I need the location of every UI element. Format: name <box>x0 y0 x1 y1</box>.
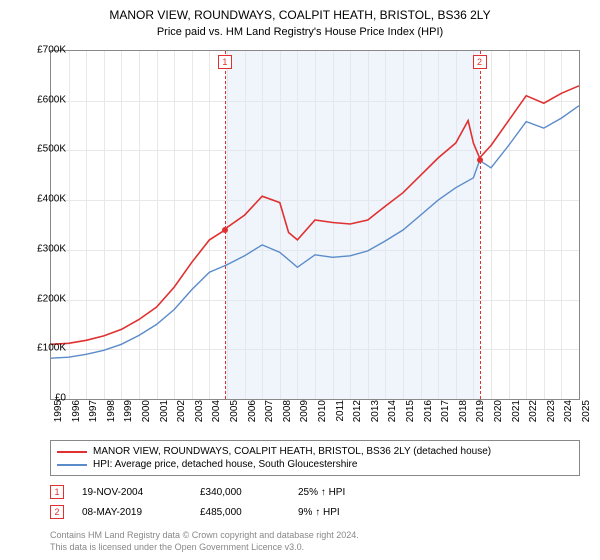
x-tick-label: 2014 <box>387 400 398 430</box>
event-point <box>477 157 483 163</box>
event-point <box>222 227 228 233</box>
x-tick-label: 2023 <box>546 400 557 430</box>
y-tick-label: £200K <box>37 293 66 304</box>
event-row: 2 08-MAY-2019 £485,000 9% ↑ HPI <box>50 502 580 522</box>
x-tick-label: 1996 <box>71 400 82 430</box>
event-pct: 9% ↑ HPI <box>298 507 378 518</box>
x-tick-label: 2005 <box>229 400 240 430</box>
x-tick-label: 2017 <box>440 400 451 430</box>
x-tick-label: 2015 <box>405 400 416 430</box>
x-tick-label: 2001 <box>159 400 170 430</box>
event-row: 1 19-NOV-2004 £340,000 25% ↑ HPI <box>50 482 580 502</box>
y-tick-label: £600K <box>37 94 66 105</box>
x-tick-label: 1995 <box>53 400 64 430</box>
y-tick-label: £400K <box>37 194 66 205</box>
event-price: £485,000 <box>200 507 280 518</box>
footer-line-1: Contains HM Land Registry data © Crown c… <box>50 530 359 542</box>
chart-container: MANOR VIEW, ROUNDWAYS, COALPIT HEATH, BR… <box>0 0 600 560</box>
chart-subtitle: Price paid vs. HM Land Registry's House … <box>0 24 600 38</box>
x-tick-label: 2024 <box>563 400 574 430</box>
x-tick-label: 2016 <box>423 400 434 430</box>
x-tick-label: 2000 <box>141 400 152 430</box>
y-tick-label: £100K <box>37 343 66 354</box>
event-pct: 25% ↑ HPI <box>298 487 378 498</box>
y-tick-label: £300K <box>37 243 66 254</box>
footer-attribution: Contains HM Land Registry data © Crown c… <box>50 530 359 553</box>
events-table: 1 19-NOV-2004 £340,000 25% ↑ HPI 2 08-MAY-201… <box>50 482 580 522</box>
x-tick-label: 1999 <box>123 400 134 430</box>
event-price: £340,000 <box>200 487 280 498</box>
x-tick-label: 2022 <box>528 400 539 430</box>
x-tick-label: 2011 <box>335 400 346 430</box>
legend-label: MANOR VIEW, ROUNDWAYS, COALPIT HEATH, BR… <box>93 446 491 457</box>
event-date: 08-MAY-2019 <box>82 507 182 518</box>
line-svg <box>51 51 579 399</box>
x-tick-label: 2012 <box>352 400 363 430</box>
x-tick-label: 2007 <box>264 400 275 430</box>
event-row-marker: 1 <box>50 485 64 499</box>
x-tick-label: 2010 <box>317 400 328 430</box>
y-tick-label: £700K <box>37 45 66 56</box>
x-tick-label: 2025 <box>581 400 592 430</box>
x-tick-label: 1998 <box>106 400 117 430</box>
x-tick-label: 2020 <box>493 400 504 430</box>
event-date: 19-NOV-2004 <box>82 487 182 498</box>
y-tick-label: £500K <box>37 144 66 155</box>
x-tick-label: 2019 <box>475 400 486 430</box>
x-tick-label: 2013 <box>370 400 381 430</box>
legend-swatch <box>57 464 87 466</box>
plot-area: 12 <box>50 50 580 400</box>
legend-item: MANOR VIEW, ROUNDWAYS, COALPIT HEATH, BR… <box>57 445 573 458</box>
x-tick-label: 2009 <box>299 400 310 430</box>
x-tick-label: 2006 <box>247 400 258 430</box>
event-row-marker: 2 <box>50 505 64 519</box>
x-tick-label: 2003 <box>194 400 205 430</box>
legend-item: HPI: Average price, detached house, Sout… <box>57 458 573 471</box>
legend-label: HPI: Average price, detached house, Sout… <box>93 459 357 470</box>
series-hpi <box>51 106 579 359</box>
x-tick-label: 2021 <box>511 400 522 430</box>
x-tick-label: 2002 <box>176 400 187 430</box>
series-price_paid <box>51 86 579 345</box>
chart-title: MANOR VIEW, ROUNDWAYS, COALPIT HEATH, BR… <box>0 0 600 24</box>
legend-swatch <box>57 451 87 453</box>
x-tick-label: 2008 <box>282 400 293 430</box>
footer-line-2: This data is licensed under the Open Gov… <box>50 542 359 554</box>
x-tick-label: 2004 <box>211 400 222 430</box>
x-tick-label: 1997 <box>88 400 99 430</box>
legend-box: MANOR VIEW, ROUNDWAYS, COALPIT HEATH, BR… <box>50 440 580 476</box>
x-tick-label: 2018 <box>458 400 469 430</box>
